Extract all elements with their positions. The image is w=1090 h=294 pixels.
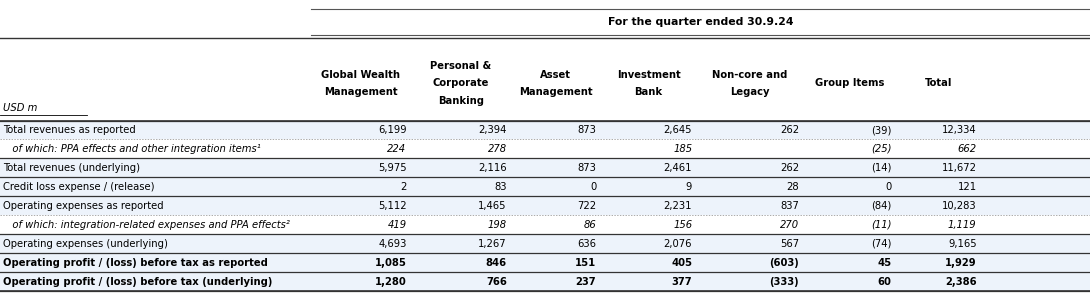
Bar [0, 272, 1090, 291]
Text: 1,085: 1,085 [375, 258, 407, 268]
Text: 1,929: 1,929 [945, 258, 977, 268]
Text: Operating expenses as reported: Operating expenses as reported [3, 201, 164, 211]
Text: 377: 377 [671, 277, 692, 287]
Text: Personal &: Personal & [431, 61, 492, 71]
Text: (333): (333) [770, 277, 799, 287]
Text: Credit loss expense / (release): Credit loss expense / (release) [3, 182, 155, 192]
Text: 1,280: 1,280 [375, 277, 407, 287]
Text: 873: 873 [578, 163, 596, 173]
Text: For the quarter ended 30.9.24: For the quarter ended 30.9.24 [607, 17, 794, 27]
Text: of which: integration-related expenses and PPA effects²: of which: integration-related expenses a… [3, 220, 290, 230]
Bar [0, 234, 1090, 253]
Text: 2,461: 2,461 [664, 163, 692, 173]
Text: Total revenues as reported: Total revenues as reported [3, 125, 136, 135]
Text: Investment: Investment [617, 70, 680, 80]
Text: (74): (74) [871, 239, 892, 249]
Text: 270: 270 [779, 220, 799, 230]
Text: 262: 262 [779, 163, 799, 173]
Text: 278: 278 [487, 144, 507, 154]
Text: 766: 766 [486, 277, 507, 287]
Text: 0: 0 [885, 182, 892, 192]
Text: 121: 121 [957, 182, 977, 192]
Text: 636: 636 [578, 239, 596, 249]
Bar [0, 253, 1090, 272]
Text: (25): (25) [871, 144, 892, 154]
Bar [0, 158, 1090, 177]
Text: 846: 846 [486, 258, 507, 268]
Text: Asset: Asset [541, 70, 571, 80]
Text: 83: 83 [495, 182, 507, 192]
Text: 262: 262 [779, 125, 799, 135]
Text: 156: 156 [673, 220, 692, 230]
Text: 12,334: 12,334 [942, 125, 977, 135]
Bar [0, 177, 1090, 196]
Text: 2,076: 2,076 [664, 239, 692, 249]
Text: 1,267: 1,267 [479, 239, 507, 249]
Text: 4,693: 4,693 [378, 239, 407, 249]
Text: 5,975: 5,975 [378, 163, 407, 173]
Text: 419: 419 [387, 220, 407, 230]
Text: 86: 86 [583, 220, 596, 230]
Text: (11): (11) [871, 220, 892, 230]
Text: 45: 45 [877, 258, 892, 268]
Text: Group Items: Group Items [815, 78, 884, 88]
Text: Total: Total [924, 78, 953, 88]
Text: (603): (603) [770, 258, 799, 268]
Text: 60: 60 [877, 277, 892, 287]
Text: 198: 198 [487, 220, 507, 230]
Text: 9: 9 [686, 182, 692, 192]
Text: 6,199: 6,199 [378, 125, 407, 135]
Text: Management: Management [324, 87, 398, 97]
Text: 28: 28 [786, 182, 799, 192]
Text: 873: 873 [578, 125, 596, 135]
Text: 1,465: 1,465 [479, 201, 507, 211]
Text: 2: 2 [400, 182, 407, 192]
Text: 405: 405 [671, 258, 692, 268]
Text: Bank: Bank [634, 87, 663, 97]
Text: 11,672: 11,672 [942, 163, 977, 173]
Text: 5,112: 5,112 [378, 201, 407, 211]
Text: 2,394: 2,394 [479, 125, 507, 135]
Text: Banking: Banking [438, 96, 484, 106]
Text: 151: 151 [576, 258, 596, 268]
Text: Management: Management [519, 87, 593, 97]
Text: of which: PPA effects and other integration items¹: of which: PPA effects and other integrat… [3, 144, 261, 154]
Text: 2,116: 2,116 [479, 163, 507, 173]
Text: (39): (39) [871, 125, 892, 135]
Text: 224: 224 [387, 144, 407, 154]
Text: Total revenues (underlying): Total revenues (underlying) [3, 163, 141, 173]
Text: Operating expenses (underlying): Operating expenses (underlying) [3, 239, 168, 249]
Text: 1,119: 1,119 [948, 220, 977, 230]
Bar [0, 196, 1090, 215]
Text: 185: 185 [673, 144, 692, 154]
Text: 9,165: 9,165 [948, 239, 977, 249]
Text: 837: 837 [780, 201, 799, 211]
Text: 2,645: 2,645 [664, 125, 692, 135]
Text: Corporate: Corporate [433, 78, 489, 88]
Text: (84): (84) [871, 201, 892, 211]
Text: USD m: USD m [3, 103, 38, 113]
Text: 10,283: 10,283 [942, 201, 977, 211]
Text: Operating profit / (loss) before tax as reported: Operating profit / (loss) before tax as … [3, 258, 268, 268]
Text: 567: 567 [779, 239, 799, 249]
Text: 662: 662 [957, 144, 977, 154]
Text: 722: 722 [577, 201, 596, 211]
Text: 2,231: 2,231 [664, 201, 692, 211]
Text: 2,386: 2,386 [945, 277, 977, 287]
Bar [0, 121, 1090, 139]
Text: (14): (14) [871, 163, 892, 173]
Text: Non-core and: Non-core and [712, 70, 788, 80]
Text: 0: 0 [590, 182, 596, 192]
Text: Operating profit / (loss) before tax (underlying): Operating profit / (loss) before tax (un… [3, 277, 272, 287]
Text: Legacy: Legacy [730, 87, 770, 97]
Text: 237: 237 [576, 277, 596, 287]
Text: Global Wealth: Global Wealth [322, 70, 400, 80]
